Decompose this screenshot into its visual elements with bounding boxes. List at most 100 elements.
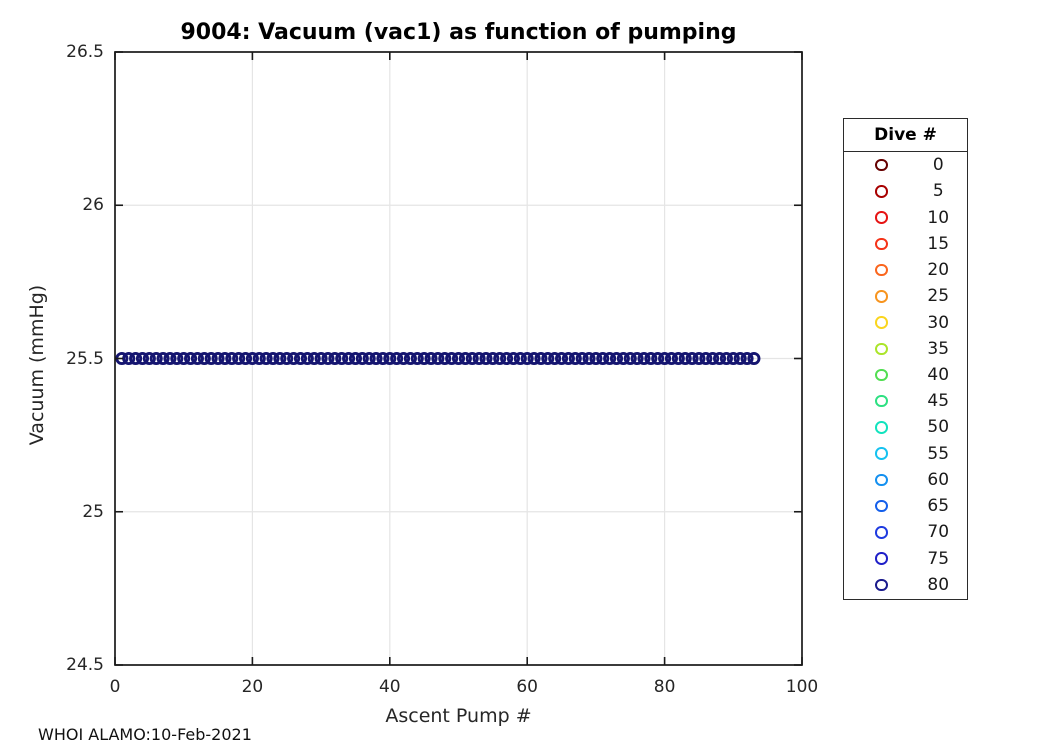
data-point-marker — [609, 351, 624, 366]
data-point-marker — [314, 351, 328, 366]
x-tick-label: 40 — [378, 677, 401, 697]
data-point-marker — [630, 351, 644, 366]
data-point-marker — [603, 351, 617, 366]
legend-title: Dive # — [844, 119, 967, 152]
data-point-marker — [307, 351, 321, 366]
data-point-marker — [541, 351, 555, 366]
data-point-marker — [122, 351, 136, 366]
data-point-marker — [396, 351, 411, 366]
data-point-marker — [156, 351, 170, 366]
data-point-marker — [163, 351, 177, 366]
data-point-marker — [431, 351, 445, 366]
legend-entry: 65 — [844, 493, 967, 519]
data-point-marker — [376, 351, 390, 366]
data-point-marker — [527, 351, 541, 366]
legend-entry-label: 5 — [932, 181, 944, 202]
legend-entry: 15 — [844, 231, 967, 257]
data-point-marker — [252, 351, 266, 366]
legend-entry-label: 45 — [927, 391, 950, 412]
data-point-marker — [293, 351, 308, 366]
data-point-marker — [238, 351, 253, 366]
data-point-marker — [211, 351, 225, 366]
data-point-marker — [706, 351, 720, 366]
data-point-marker — [740, 351, 754, 366]
data-point-marker — [190, 351, 204, 366]
data-point-marker — [575, 351, 589, 366]
data-point-marker — [534, 351, 548, 366]
data-point-marker — [678, 351, 692, 366]
y-tick-label: 25 — [82, 501, 104, 522]
legend-items: 0 5 10 15 20 25 30 35 40 45 50 55 60 65 70 75 80 — [844, 152, 967, 598]
legend-entry: 40 — [844, 362, 967, 388]
data-point-marker — [410, 351, 424, 366]
legend-entry-label: 65 — [927, 496, 950, 517]
legend-marker-icon — [875, 394, 888, 408]
legend-entry: 5 — [844, 178, 967, 204]
y-tick-label: 25.5 — [66, 348, 104, 369]
data-point-marker — [726, 351, 740, 366]
data-point-marker — [685, 351, 699, 366]
legend-entry-label: 70 — [927, 522, 950, 543]
data-point-marker — [445, 351, 459, 366]
legend-entry-label: 20 — [927, 260, 950, 281]
chart-title: 9004: Vacuum (vac1) as function of pumpi… — [180, 20, 737, 45]
legend-marker-icon — [875, 290, 888, 303]
data-point-marker — [664, 351, 679, 366]
data-point-marker — [335, 351, 349, 366]
data-point-marker — [355, 351, 369, 366]
data-point-marker — [616, 351, 630, 366]
data-point-marker — [328, 351, 342, 366]
legend-entry: 30 — [844, 310, 967, 336]
x-tick-label: 20 — [241, 677, 264, 697]
data-point-marker — [129, 351, 143, 366]
data-point-marker — [500, 351, 514, 366]
data-point-marker — [321, 351, 335, 366]
data-point-marker — [417, 351, 431, 366]
data-point-marker — [245, 351, 259, 366]
data-point-marker — [218, 351, 232, 366]
data-point-marker — [451, 351, 466, 366]
legend-entry: 80 — [844, 572, 967, 598]
data-point-marker — [403, 351, 417, 366]
legend-entry-label: 15 — [927, 233, 950, 254]
legend-entry: 50 — [844, 414, 967, 440]
legend-marker-icon — [875, 578, 888, 592]
legend-entry: 75 — [844, 546, 967, 572]
data-point-marker — [424, 351, 438, 366]
data-point-marker — [362, 351, 376, 366]
legend-entry: 0 — [844, 152, 967, 178]
data-point-marker — [348, 351, 363, 366]
data-point-marker — [548, 351, 562, 366]
legend-marker-icon — [875, 237, 888, 251]
data-point-marker — [465, 351, 479, 366]
y-tick-label: 26.5 — [66, 42, 104, 62]
legend-entry-label: 55 — [927, 443, 950, 464]
legend-marker-icon — [875, 421, 888, 434]
data-point-marker — [561, 351, 575, 366]
data-point-marker — [719, 351, 733, 366]
legend-entry: 55 — [844, 441, 967, 467]
data-point-marker — [149, 351, 163, 366]
data-point-marker — [486, 351, 500, 366]
data-point-marker — [458, 351, 472, 366]
data-point-marker — [747, 351, 761, 366]
legend: Dive # 0 5 10 15 20 25 30 35 40 45 50 55 60 65 70 75 80 — [843, 118, 968, 600]
data-point-marker — [506, 351, 521, 366]
data-point-marker — [493, 351, 507, 366]
legend-marker-icon — [875, 368, 888, 382]
legend-entry-label: 25 — [927, 286, 950, 307]
legend-marker-icon — [875, 552, 888, 565]
data-point-marker — [135, 351, 150, 366]
watermark-text: WHOI ALAMO:10-Feb-2021 — [38, 725, 252, 744]
legend-entry-label: 75 — [927, 548, 950, 569]
data-point-marker — [204, 351, 218, 366]
legend-entry-label: 30 — [927, 312, 950, 333]
data-point-marker — [582, 351, 596, 366]
legend-marker-icon — [875, 211, 888, 224]
y-tick-label: 26 — [82, 195, 104, 216]
legend-entry-label: 40 — [927, 364, 950, 385]
legend-marker-icon — [875, 473, 888, 487]
data-point-marker — [589, 351, 603, 366]
data-point-marker — [513, 351, 527, 366]
